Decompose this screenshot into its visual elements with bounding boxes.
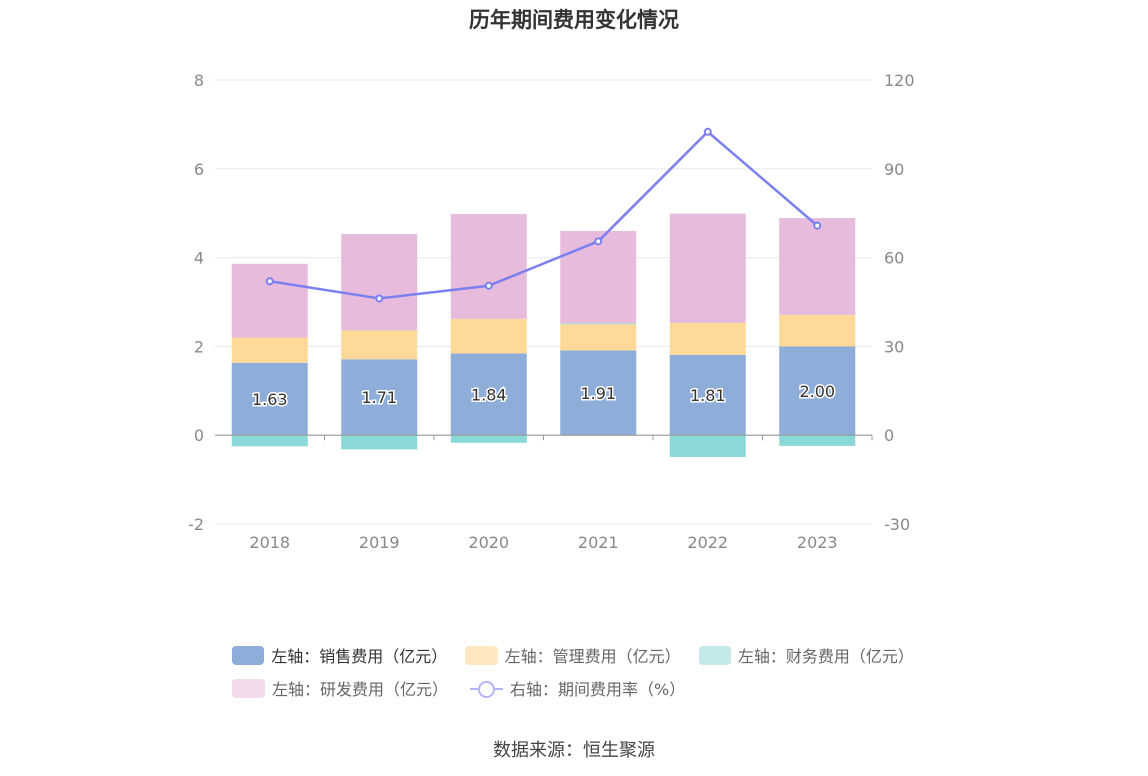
left-tick-label: 4 <box>194 249 204 268</box>
rate-point <box>375 294 384 303</box>
left-tick-label: 8 <box>194 71 204 90</box>
x-tick-label: 2022 <box>687 533 728 552</box>
data-label: 1.71 <box>361 388 397 407</box>
bar-segment <box>450 435 527 443</box>
bar-segment <box>669 213 746 323</box>
bar-segment <box>669 322 746 355</box>
bar-segment <box>341 234 418 331</box>
legend-swatch-admin <box>465 645 498 665</box>
legend-label-sales: 左轴：销售费用（亿元） <box>271 647 448 666</box>
rate-point <box>594 237 603 246</box>
x-tick-label: 2018 <box>249 533 290 552</box>
right-tick-label: 120 <box>884 71 915 90</box>
bar-segment <box>779 218 856 315</box>
data-label: 1.81 <box>690 386 726 405</box>
bar-segment <box>669 354 746 436</box>
legend: 左轴：销售费用（亿元） 左轴：管理费用（亿元） 左轴：财务费用（亿元） 左轴：研… <box>232 640 932 706</box>
legend-swatch-rnd <box>232 678 265 698</box>
right-tick-label: 60 <box>884 249 904 268</box>
bar-segment <box>450 318 527 354</box>
chart-title: 历年期间费用变化情况 <box>469 8 679 32</box>
right-tick-label: 30 <box>884 337 904 356</box>
legend-item-rnd[interactable]: 左轴：研发费用（亿元） <box>232 676 448 700</box>
legend-swatch-sales <box>232 645 265 665</box>
data-label: 2.00 <box>799 382 835 401</box>
bar-segment <box>341 330 418 360</box>
rate-line <box>269 130 819 300</box>
left-tick-label: -2 <box>188 515 204 534</box>
legend-line-rate-icon <box>470 679 504 698</box>
bar-segment <box>450 353 527 436</box>
bar-segment <box>560 324 637 351</box>
bar-segment <box>779 346 856 436</box>
legend-item-finance[interactable]: 左轴：财务费用（亿元） <box>698 643 914 667</box>
legend-swatch-finance <box>698 645 731 665</box>
legend-label-finance: 左轴：财务费用（亿元） <box>737 647 914 666</box>
right-tick-label: -30 <box>884 515 910 534</box>
source-note: 数据来源：恒生聚源 <box>493 740 655 761</box>
bar-segment <box>560 350 637 436</box>
bar-segment <box>779 435 856 446</box>
bar-segment <box>231 362 308 436</box>
x-tick-label: 2021 <box>578 533 619 552</box>
left-tick-label: 2 <box>194 337 204 356</box>
legend-label-admin: 左轴：管理费用（亿元） <box>504 647 681 666</box>
data-label: 1.91 <box>580 384 616 403</box>
left-tick-label: 6 <box>194 160 204 179</box>
left-tick-label: 0 <box>194 426 204 445</box>
right-tick-label: 90 <box>884 160 904 179</box>
x-tick-label: 2019 <box>359 533 400 552</box>
x-tick-label: 2020 <box>468 533 509 552</box>
data-label: 1.63 <box>252 390 288 409</box>
legend-item-admin[interactable]: 左轴：管理费用（亿元） <box>465 643 681 667</box>
rate-point <box>813 221 822 230</box>
bar-segment <box>560 230 637 324</box>
data-label: 1.84 <box>471 385 507 404</box>
rate-point <box>484 281 493 290</box>
legend-item-rate[interactable]: 右轴：期间费用率（%） <box>470 676 685 700</box>
bar-segment <box>231 337 308 363</box>
legend-label-rnd: 左轴：研发费用（亿元） <box>272 680 449 699</box>
bar-segment <box>779 314 856 347</box>
bar-segment <box>341 359 418 436</box>
bar-segment <box>450 214 527 319</box>
right-tick-label: 0 <box>884 426 894 445</box>
legend-item-sales[interactable]: 左轴：销售费用（亿元） <box>232 643 448 667</box>
rate-point <box>703 127 712 136</box>
bar-segment <box>341 435 418 450</box>
x-tick-label: 2023 <box>797 533 838 552</box>
bar-segment <box>669 435 746 457</box>
rate-point <box>265 277 274 286</box>
legend-label-rate: 右轴：期间费用率（%） <box>510 680 686 699</box>
bar-segment <box>231 263 308 338</box>
bar-segment <box>231 435 308 447</box>
bar-segment <box>560 323 637 325</box>
